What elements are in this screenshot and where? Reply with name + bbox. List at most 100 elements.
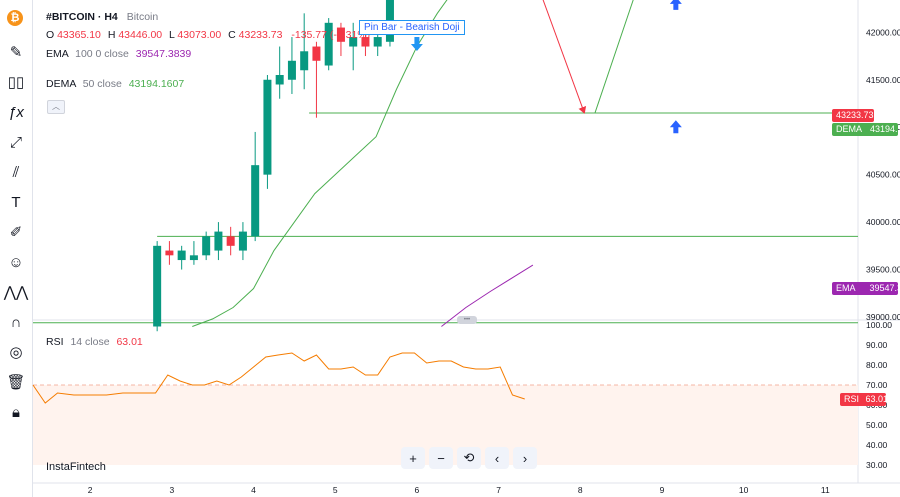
candle[interactable] [300, 13, 309, 90]
candle[interactable] [202, 231, 211, 261]
pin-bar-annotation[interactable]: Pin Bar - Bearish Doji [359, 20, 465, 35]
candle[interactable] [336, 22, 345, 57]
pane-resize-handle[interactable]: ••• [457, 316, 477, 324]
candle-body [202, 236, 211, 256]
cursor-icon[interactable]: ✎ [9, 44, 23, 61]
up-arrow-marker [669, 120, 682, 134]
candle[interactable] [324, 18, 333, 71]
ema-legend[interactable]: EMA 100 0 close 39547.3839 [46, 48, 191, 60]
candle-body [287, 60, 296, 80]
rsi-tick-label: 30.00 [866, 460, 888, 470]
ohlc-change: -135.77 (-0.31%) [291, 29, 371, 41]
up-arrow-marker [669, 0, 682, 10]
candle-body [251, 165, 260, 237]
time-tick-label: 8 [578, 485, 583, 495]
magnet-icon[interactable]: ∩ [10, 313, 22, 331]
ema-price-tag: EMA 39547.38 [832, 282, 900, 295]
fib-icon[interactable]: ⫽ [12, 163, 20, 181]
dema-tag-value: 43194.16 [870, 124, 900, 134]
symbol-title: #BITCOIN · H4 [46, 11, 118, 23]
time-tick-label: 11 [821, 485, 830, 495]
time-tick-label: 7 [496, 485, 501, 495]
candle[interactable] [349, 22, 358, 71]
dema-value: 43194.1607 [128, 78, 185, 90]
candle[interactable] [251, 131, 260, 242]
projection-arrow-up[interactable] [594, 0, 731, 114]
price-tick-label: 41500.00 [866, 75, 900, 85]
candle[interactable] [287, 37, 296, 94]
drawing-toolbar: ₿ ✎ ▯▯ ƒx ⤢ ⫽ T ✐ ☺ ⋀⋀ ∩ ◎ 🗑︎ 🔒︎ [0, 0, 33, 497]
ema-tag-value: 39547.38 [869, 283, 900, 293]
candle-body [300, 51, 309, 71]
scroll-right-button[interactable]: › [513, 447, 537, 469]
rsi-tick-label: 90.00 [866, 340, 888, 350]
dema-line [192, 0, 448, 327]
candle-body [153, 245, 162, 327]
time-tick-label: 3 [169, 485, 174, 495]
candle[interactable] [189, 241, 198, 265]
ema-line [441, 264, 534, 327]
lock-icon[interactable]: 🔒︎ [12, 403, 20, 421]
zoom-out-button[interactable]: − [429, 447, 453, 469]
candles-icon[interactable]: ▯▯ [7, 74, 25, 91]
candle-body [373, 37, 382, 47]
candle[interactable] [153, 241, 162, 332]
down-arrow-marker [410, 37, 423, 51]
rsi-price-tag: RSI 63.01 [840, 393, 888, 406]
rsi-tick-label: 40.00 [866, 440, 888, 450]
ohlc-open: 43365.10 [57, 29, 101, 41]
rsi-line [32, 352, 525, 404]
collapse-legend-button[interactable]: ︿ [47, 100, 65, 114]
rsi-tick-label: 50.00 [866, 420, 888, 430]
candle-body [361, 37, 370, 47]
candle-body [324, 22, 333, 66]
pattern-icon[interactable]: ⋀⋀ [3, 284, 29, 301]
fx-icon[interactable]: ƒx [8, 103, 24, 121]
ohlc-high: 43446.00 [118, 29, 163, 41]
ema-tag-label: EMA [836, 283, 856, 293]
candle[interactable] [263, 75, 272, 189]
candle[interactable] [165, 241, 174, 265]
ema-value: 39547.3839 [135, 48, 192, 60]
emoji-icon[interactable]: ☺ [8, 253, 24, 271]
rsi-legend[interactable]: RSI 14 close 63.01 [46, 336, 143, 348]
symbol-name: Bitcoin [126, 11, 159, 23]
candle[interactable] [177, 245, 186, 270]
dema-tag-label: DEMA [836, 124, 862, 134]
candle-body [189, 255, 198, 261]
candle-body [214, 231, 223, 251]
brush-icon[interactable]: ✐ [9, 224, 23, 241]
time-tick-label: 2 [88, 485, 93, 495]
ohlc-legend: O 43365.10 H 43446.00 L 43073.00 C 43233… [46, 29, 370, 41]
dema-legend[interactable]: DEMA 50 close 43194.1607 [46, 78, 184, 90]
bitcoin-logo-icon: ₿ [7, 10, 23, 26]
dema-params: 50 close [82, 78, 122, 90]
candle[interactable] [312, 41, 321, 118]
candle-body [349, 37, 358, 47]
projection-arrow-down[interactable] [541, 0, 587, 114]
candle[interactable] [214, 222, 223, 261]
candle[interactable] [238, 222, 247, 261]
candle[interactable] [226, 226, 235, 256]
candle-body [263, 79, 272, 175]
candle[interactable] [275, 46, 284, 99]
rsi-tick-label: 70.00 [866, 380, 888, 390]
reset-chart-button[interactable]: ⟲ [457, 447, 481, 469]
scroll-left-button[interactable]: ‹ [485, 447, 509, 469]
zoom-in-button[interactable]: + [401, 447, 425, 469]
rsi-params: 14 close [70, 336, 110, 348]
ohlc-close: 43233.73 [238, 29, 283, 41]
trash-icon[interactable]: 🗑︎ [6, 374, 26, 391]
text-icon[interactable]: T [11, 193, 21, 211]
time-tick-label: 9 [660, 485, 665, 495]
candle-body [312, 46, 321, 61]
price-tick-label: 39500.00 [866, 265, 900, 275]
eye-icon[interactable]: ◎ [9, 344, 23, 361]
ohlc-c-label: C [228, 29, 236, 41]
rsi-tick-label: 100.00 [866, 320, 892, 330]
dema-price-tag: DEMA 43194.16 [832, 123, 900, 136]
candle-body [226, 236, 235, 246]
price-tick-label: 40000.00 [866, 217, 900, 227]
trend-line-icon[interactable]: ⤢ [9, 133, 22, 151]
